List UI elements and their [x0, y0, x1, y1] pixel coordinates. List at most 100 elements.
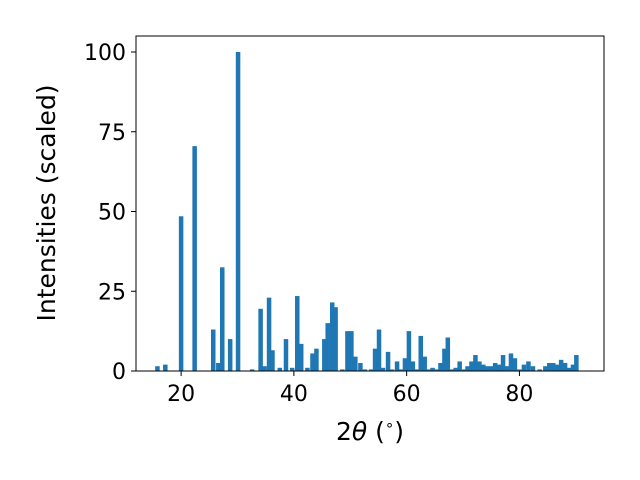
bar: [345, 331, 350, 372]
bar: [508, 353, 514, 371]
bar: [235, 52, 241, 371]
bar: [372, 348, 378, 371]
bar: [562, 363, 568, 371]
bar: [558, 359, 564, 371]
bar: [526, 361, 531, 371]
bar: [426, 369, 431, 371]
y-tick-label: 75: [98, 121, 126, 146]
bar: [418, 335, 423, 371]
bar: [465, 366, 470, 371]
bar: [398, 369, 404, 371]
bar: [434, 369, 439, 371]
bar: [537, 369, 542, 371]
x-axis-label: 2θ (∘): [336, 416, 404, 446]
bar: [258, 308, 263, 371]
bar: [394, 361, 400, 371]
bar: [310, 353, 315, 371]
x-tick-label: 60: [393, 382, 421, 407]
bar: [449, 369, 455, 371]
bar: [566, 367, 572, 371]
y-tick-label: 100: [84, 41, 126, 66]
y-tick-label: 0: [112, 360, 126, 385]
y-axis-ticks: 0 25 50 75 100: [84, 41, 136, 385]
x-axis-ticks: 20 40 60 80: [167, 371, 533, 407]
bar: [163, 364, 168, 371]
bar: [512, 358, 518, 371]
bar: [249, 369, 255, 371]
bar: [329, 302, 335, 371]
bar: [325, 323, 330, 371]
y-tick-label: 25: [98, 280, 126, 305]
bar: [481, 364, 486, 371]
bar: [262, 366, 267, 371]
x-tick-label: 20: [167, 382, 195, 407]
bar: [283, 339, 289, 371]
bar: [477, 361, 482, 371]
bar: [469, 361, 474, 371]
bar: [178, 216, 184, 371]
bar: [210, 329, 216, 371]
bar-series: [155, 52, 579, 372]
bar: [376, 329, 382, 371]
bar: [492, 363, 498, 371]
bar: [543, 366, 548, 371]
plot-frame: [135, 35, 605, 372]
bar: [461, 369, 467, 371]
bar: [368, 369, 374, 371]
bar: [554, 364, 560, 371]
bar: [414, 369, 420, 371]
bar: [570, 364, 576, 371]
bar: [385, 351, 391, 371]
bar: [333, 307, 338, 371]
bar: [358, 363, 363, 371]
bar: [574, 355, 579, 371]
y-axis-label: Intensities (scaled): [32, 84, 61, 321]
bar: [473, 355, 478, 371]
bar: [457, 361, 462, 371]
bar: [298, 343, 304, 371]
bar: [410, 361, 416, 371]
bar: [500, 355, 506, 371]
bar: [277, 367, 283, 371]
bar: [314, 348, 319, 371]
bar: [353, 356, 358, 371]
y-tick-label: 50: [98, 201, 126, 226]
bar: [362, 369, 368, 371]
bar: [295, 296, 300, 371]
bar: [504, 366, 510, 371]
bar: [442, 348, 447, 371]
bar: [289, 367, 295, 371]
bar: [220, 267, 225, 371]
bar: [453, 367, 458, 371]
bar: [380, 367, 386, 371]
bar: [270, 350, 275, 371]
bar: [485, 366, 490, 371]
bar: [521, 364, 527, 371]
bar: [322, 339, 327, 371]
bar: [445, 337, 451, 371]
bar: [496, 364, 502, 371]
bar: [488, 366, 494, 371]
bar: [305, 367, 310, 371]
bar: [430, 367, 435, 371]
bar: [438, 363, 443, 371]
bar: [340, 369, 345, 371]
x-tick-label: 40: [280, 382, 308, 407]
bar: [547, 363, 552, 371]
bar: [349, 331, 354, 372]
bar: [266, 297, 272, 371]
bar: [402, 358, 408, 371]
bar: [422, 356, 427, 371]
bar: [551, 363, 556, 371]
bar: [517, 369, 522, 371]
bar: [155, 366, 160, 371]
bar: [530, 366, 536, 371]
bar: [227, 339, 233, 371]
bar: [216, 363, 221, 371]
bar: [389, 369, 395, 371]
bar: [192, 146, 197, 371]
bar: [406, 331, 412, 372]
x-tick-label: 80: [505, 382, 533, 407]
